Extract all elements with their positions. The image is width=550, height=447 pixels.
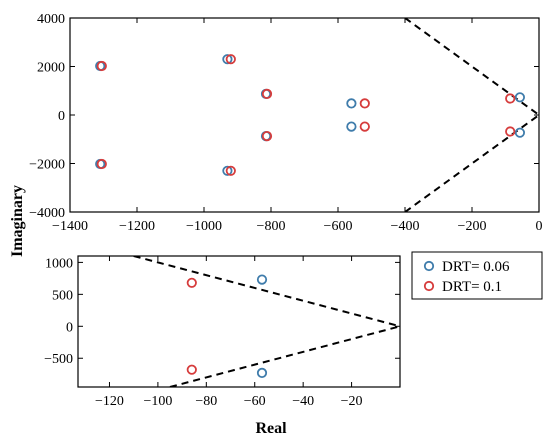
top-point-series1-5 <box>261 131 273 142</box>
top-y-tick-label-4: 4000 <box>37 12 65 27</box>
bottom-reference-line-0 <box>133 256 400 328</box>
top-point-series0-8 <box>514 92 526 103</box>
bottom-point-series0-1 <box>256 367 268 378</box>
bottom-point-series0-0 <box>256 274 268 285</box>
top-x-tick-label-1: −1200 <box>119 219 155 234</box>
top-y-tick-label-0: −4000 <box>29 206 65 221</box>
legend-label-drt-006: DRT= 0.06 <box>442 259 510 275</box>
top-point-series0-6 <box>346 98 357 109</box>
bottom-axes-box <box>77 255 401 388</box>
top-y-tick-label-2: 0 <box>58 109 65 124</box>
legend-label-drt-01: DRT= 0.1 <box>442 279 502 295</box>
bottom-x-tick-label-4: −40 <box>292 394 314 409</box>
top-x-tick-label-5: −400 <box>391 219 420 234</box>
top-point-series1-2 <box>225 54 236 65</box>
bottom-x-tick-label-3: −60 <box>244 394 266 409</box>
top-point-series1-6 <box>359 98 370 109</box>
top-point-series0-7 <box>346 121 357 132</box>
top-x-tick-label-7: 0 <box>536 219 543 234</box>
bottom-panel: −120 −100 −80 −60 −40 −20 −500 0 500 1000 <box>44 255 401 409</box>
y-axis-label: Imaginary <box>9 185 26 257</box>
legend-marker-drt-006 <box>423 260 435 272</box>
bottom-point-series1-0 <box>186 277 197 288</box>
top-point-series1-1 <box>96 158 107 170</box>
top-panel: −1400 −1200 −1000 −800 −600 −400 −200 0−4000−20… <box>29 12 542 234</box>
top-y-tick-label-1: −2000 <box>29 158 65 173</box>
top-point-series1-3 <box>225 165 236 176</box>
top-x-tick-label-4: −600 <box>324 219 353 234</box>
top-x-tick-label-2: −1000 <box>186 219 222 234</box>
bottom-x-tick-label-1: −100 <box>143 394 172 409</box>
bottom-y-tick-label-3: 1000 <box>45 256 73 271</box>
x-axis-label: Real <box>255 420 287 437</box>
top-point-series1-8 <box>505 93 516 104</box>
bottom-y-tick-label-2: 500 <box>52 288 73 303</box>
top-x-tick-label-6: −200 <box>458 219 487 234</box>
top-point-series1-7 <box>359 121 370 132</box>
legend-marker-drt-01 <box>423 280 435 292</box>
legend-box <box>411 251 543 300</box>
top-y-tick-label-3: 2000 <box>37 61 65 76</box>
bottom-point-series1-1 <box>186 364 197 375</box>
bottom-reference-line-1 <box>169 325 400 387</box>
top-x-tick-label-3: −800 <box>257 219 286 234</box>
bottom-y-tick-label-1: 0 <box>66 320 73 335</box>
top-x-tick-label-0: −1400 <box>52 219 88 234</box>
bottom-x-tick-label-5: −20 <box>341 394 363 409</box>
legend: DRT= 0.06 DRT= 0.1 <box>411 251 543 300</box>
top-point-series1-0 <box>96 60 107 72</box>
top-point-series0-2 <box>222 54 233 65</box>
top-point-series0-9 <box>514 127 526 138</box>
top-point-series0-3 <box>222 165 233 176</box>
top-axes-box <box>69 17 540 213</box>
bottom-x-tick-label-0: −120 <box>95 394 124 409</box>
top-point-series1-9 <box>505 126 516 137</box>
bottom-y-tick-label-0: −500 <box>44 352 73 367</box>
bottom-x-tick-label-2: −80 <box>195 394 217 409</box>
top-point-series1-4 <box>261 88 273 100</box>
